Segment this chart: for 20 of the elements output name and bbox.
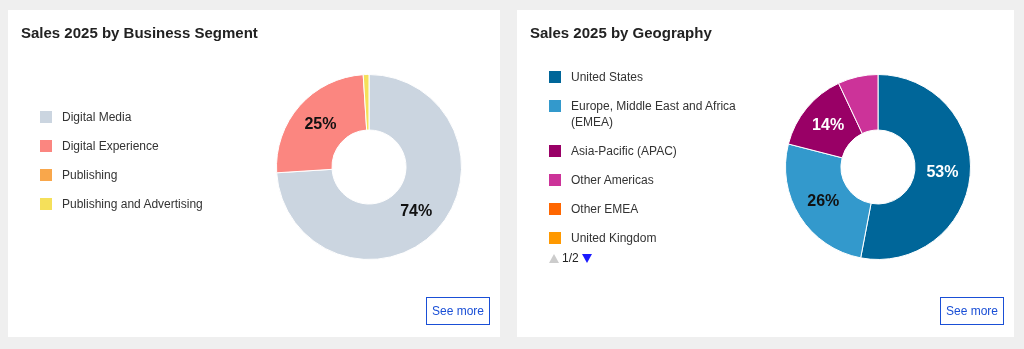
legend-label: Asia-Pacific (APAC) xyxy=(571,143,677,159)
text: 1/2 xyxy=(562,251,579,265)
chart-title: Sales 2025 by Business Segment xyxy=(21,24,258,41)
legend-label: United States xyxy=(571,69,644,85)
legend-label: Digital Media xyxy=(62,109,132,125)
data-label: 74% xyxy=(400,201,433,219)
legend-label: Other Americas xyxy=(571,172,654,188)
data-label: 25% xyxy=(304,114,337,132)
legend-label: Publishing xyxy=(62,167,118,183)
text: See more xyxy=(426,297,490,325)
legend-label: Europe, Middle East and Africa (EMEA) xyxy=(571,98,737,130)
text: See more xyxy=(940,297,1004,325)
legend-label: United Kingdom xyxy=(571,230,657,246)
legend-label: Digital Experience xyxy=(62,138,159,154)
chart-title: Sales 2025 by Geography xyxy=(530,24,712,41)
data-label: 14% xyxy=(812,116,845,134)
legend-label: Publishing and Advertising xyxy=(62,196,203,212)
data-label: 53% xyxy=(926,163,959,181)
data-label: 26% xyxy=(807,192,840,210)
legend-label: Other EMEA xyxy=(571,201,639,217)
